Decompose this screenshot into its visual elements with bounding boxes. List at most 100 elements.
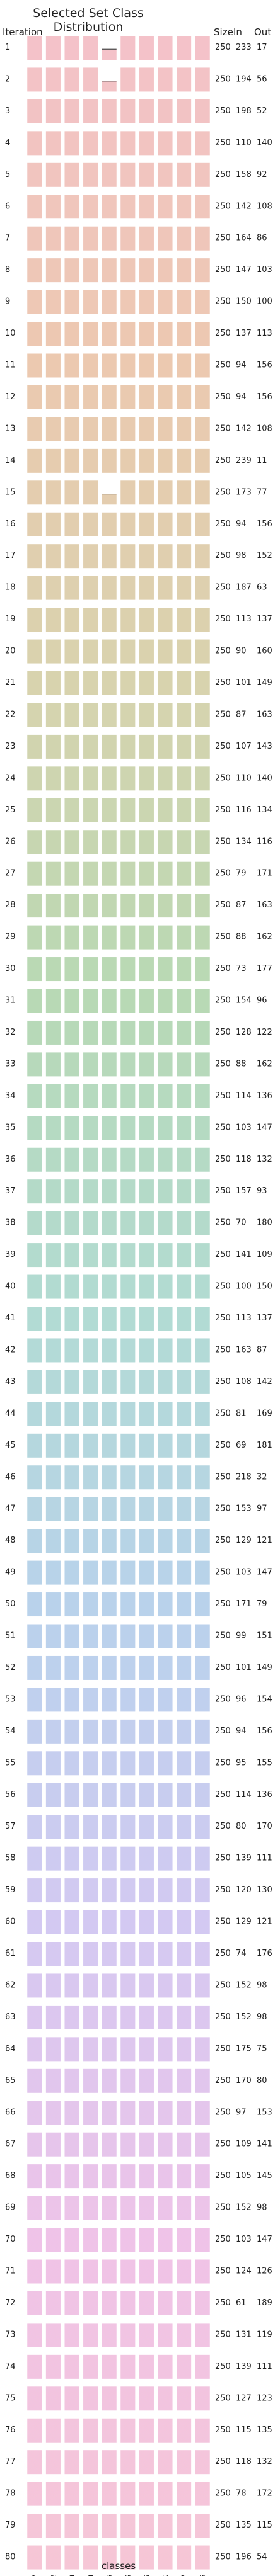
bar [120, 1052, 136, 1077]
bar [45, 2514, 61, 2538]
x-tick-label: Music [160, 2575, 170, 2576]
bar [120, 1846, 136, 1871]
bar [83, 1084, 98, 1108]
bar [45, 1846, 61, 1871]
bar [195, 1274, 210, 1299]
out-value: 141 [257, 2140, 272, 2149]
in-value: 118 [236, 2457, 252, 2466]
bar [120, 1243, 136, 1268]
bar [64, 226, 79, 251]
bar [27, 1878, 42, 1903]
bar [64, 925, 79, 950]
in-value: 233 [236, 43, 252, 52]
bar [45, 1147, 61, 1172]
bar [177, 2514, 192, 2538]
out-value: 132 [257, 1155, 272, 1164]
bar [177, 1878, 192, 1903]
iteration-label: 77 [5, 2457, 16, 2466]
bar [45, 798, 61, 822]
bar [83, 1465, 98, 1490]
x-tick-label: Sports [123, 2575, 133, 2576]
out-value: 87 [257, 1345, 267, 1354]
out-value: 86 [257, 234, 267, 243]
bar [195, 1020, 210, 1045]
bar [158, 671, 173, 695]
bar [27, 417, 42, 441]
bar [195, 36, 210, 60]
out-value: 122 [257, 1028, 272, 1037]
bar [45, 2196, 61, 2220]
bar [83, 1179, 98, 1204]
bar [195, 1179, 210, 1204]
bar [139, 2196, 154, 2220]
bar [83, 2005, 98, 2029]
bar [64, 1211, 79, 1235]
bar [45, 2482, 61, 2506]
bar [158, 1433, 173, 1458]
size-value: 250 [215, 2330, 231, 2339]
size-value: 250 [215, 1568, 231, 1577]
bar [120, 2005, 136, 2029]
in-value: 147 [236, 265, 252, 275]
iteration-label: 13 [5, 424, 16, 433]
bar [195, 1942, 210, 1966]
bar [83, 989, 98, 1013]
bar [177, 2386, 192, 2411]
bar [139, 1878, 154, 1903]
bar [195, 576, 210, 600]
iteration-label: 73 [5, 2330, 16, 2339]
bar [83, 1973, 98, 1998]
bar [64, 1465, 79, 1490]
iteration-label: 19 [5, 615, 16, 624]
bar [27, 512, 42, 536]
size-value: 250 [215, 1250, 231, 1259]
bar [27, 290, 42, 314]
bar [45, 162, 61, 187]
bar [64, 1307, 79, 1331]
bar [27, 195, 42, 219]
in-value: 158 [236, 170, 252, 179]
iteration-label: 48 [5, 1536, 16, 1545]
bar [64, 1942, 79, 1966]
bar [45, 322, 61, 346]
bar [177, 703, 192, 727]
out-value: 152 [257, 551, 272, 560]
bar [158, 1497, 173, 1521]
bar [45, 1307, 61, 1331]
bar [27, 1719, 42, 1744]
bar [120, 448, 136, 473]
bar [27, 894, 42, 918]
size-value: 250 [215, 837, 231, 846]
bar [158, 2005, 173, 2029]
bar [158, 1211, 173, 1235]
bar [27, 1020, 42, 1045]
out-value: 155 [257, 1758, 272, 1767]
size-value: 250 [215, 234, 231, 243]
in-header: In [233, 26, 242, 38]
bar [139, 1179, 154, 1204]
bar [139, 1973, 154, 1998]
bar [64, 385, 79, 409]
bar [139, 2545, 154, 2570]
bar [83, 385, 98, 409]
iteration-label: 43 [5, 1377, 16, 1387]
bar [158, 1973, 173, 1998]
bar [177, 2323, 192, 2347]
bar [177, 2164, 192, 2189]
bar [102, 1846, 117, 1871]
bar [195, 1338, 210, 1363]
bar [177, 417, 192, 441]
bar [45, 608, 61, 632]
iteration-label: 79 [5, 2521, 16, 2530]
bar [27, 162, 42, 187]
bar [120, 512, 136, 536]
bar [27, 2164, 42, 2189]
size-value: 250 [215, 1441, 231, 1450]
out-value: 177 [257, 964, 272, 973]
bar [139, 576, 154, 600]
bar [102, 1719, 117, 1744]
iteration-label: 24 [5, 773, 16, 783]
bar [27, 2482, 42, 2506]
bar [177, 1655, 192, 1680]
bar [45, 1592, 61, 1617]
